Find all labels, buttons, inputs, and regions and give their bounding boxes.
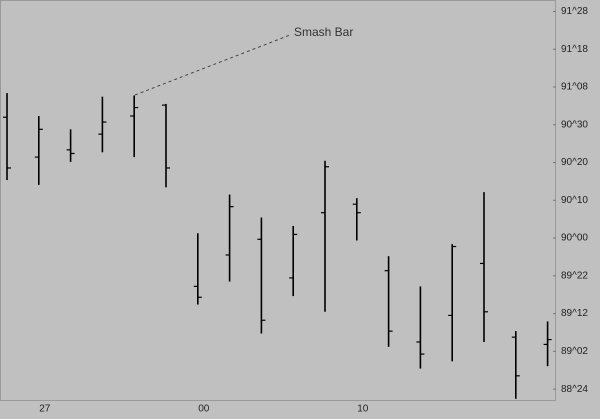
y-tick-label: 91^08 (561, 82, 588, 93)
x-tick-label: 00 (198, 404, 210, 415)
x-tick-label: 27 (39, 404, 51, 415)
y-tick-label: 90^00 (561, 233, 588, 244)
y-tick-label: 90^20 (561, 157, 588, 168)
annotation-line (134, 34, 291, 96)
y-tick-label: 89^02 (561, 346, 588, 357)
y-tick-label: 90^30 (561, 119, 588, 130)
y-tick-label: 89^12 (561, 308, 588, 319)
y-tick-label: 89^22 (561, 270, 588, 281)
y-tick-label: 88^24 (561, 384, 588, 395)
y-tick-label: 91^18 (561, 44, 588, 55)
y-tick-label: 91^28 (561, 6, 588, 17)
y-tick-label: 90^10 (561, 195, 588, 206)
plot-frame (0, 0, 556, 401)
annotation: Smash Bar (294, 25, 353, 39)
x-tick-label: 10 (357, 404, 369, 415)
